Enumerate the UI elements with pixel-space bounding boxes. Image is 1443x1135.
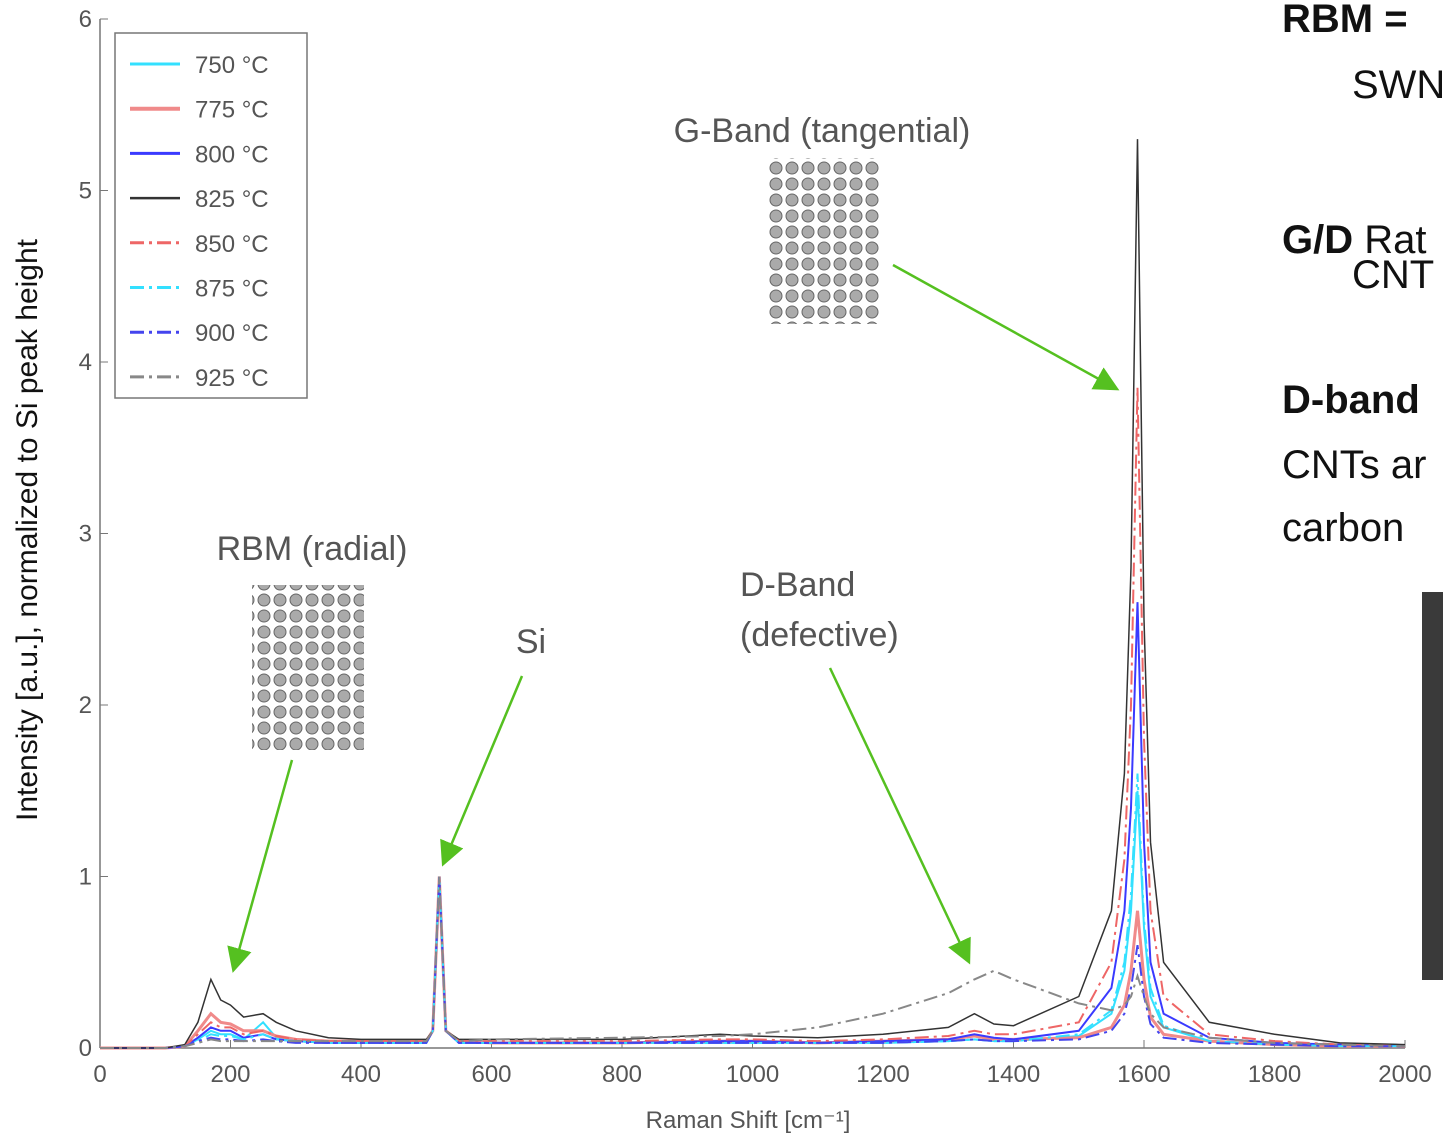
legend-label: 875 °C — [195, 276, 269, 303]
legend-label: 925 °C — [195, 365, 269, 392]
molecule-rbm — [252, 585, 364, 750]
x-tick-label: 1000 — [726, 1061, 779, 1088]
x-tick-label: 800 — [602, 1061, 642, 1088]
side-text-part: Rat — [1364, 218, 1426, 262]
arrow — [828, 667, 971, 965]
side-text: SWN — [1352, 63, 1443, 107]
y-tick-label: 2 — [79, 692, 92, 719]
side-bold: D-band — [1282, 378, 1420, 422]
legend-label: 900 °C — [195, 320, 269, 347]
y-tick-label: 0 — [79, 1035, 92, 1062]
side-text: RBM = — [1282, 0, 1408, 41]
legend-label: 850 °C — [195, 231, 269, 258]
side-bold: G/D — [1282, 218, 1353, 262]
annotation: D-Band — [740, 566, 855, 604]
x-tick-label: 0 — [93, 1061, 106, 1088]
side-text: CNT — [1352, 253, 1434, 297]
y-axis-label: Intensity [a.u.], normalized to Si peak … — [11, 238, 44, 821]
side-text: G/D Rat — [1282, 218, 1427, 262]
arrows — [227, 263, 1120, 973]
series-line — [100, 773, 1405, 1049]
side-text: carbon — [1282, 506, 1404, 550]
legend-label: 800 °C — [195, 141, 269, 168]
x-tick-label: 600 — [471, 1061, 511, 1088]
series-line — [100, 876, 1406, 1049]
arrow — [892, 263, 1120, 391]
x-axis-label: Raman Shift [cm⁻¹] — [646, 1107, 851, 1134]
annotation: RBM (radial) — [217, 530, 408, 568]
y-tick-label: 3 — [79, 521, 92, 548]
x-tick-label: 200 — [210, 1061, 250, 1088]
legend-label: 825 °C — [195, 186, 269, 213]
x-tick-label: 1200 — [856, 1061, 909, 1088]
y-tick-label: 1 — [79, 864, 92, 891]
annotation: Si — [516, 623, 546, 661]
arrow — [227, 759, 294, 973]
x-tick-label: 400 — [341, 1061, 381, 1088]
y-tick-label: 5 — [79, 178, 92, 205]
legend-label: 750 °C — [195, 52, 269, 79]
series-line — [100, 387, 1406, 1049]
photo — [1422, 592, 1443, 980]
arrow — [440, 675, 524, 867]
x-tick-label: 1800 — [1248, 1061, 1301, 1088]
x-tick-label: 1400 — [987, 1061, 1040, 1088]
legend-label: 775 °C — [195, 97, 269, 124]
y-tick-label: 6 — [79, 6, 92, 33]
annotation: G-Band (tangential) — [674, 112, 971, 150]
series-line — [100, 790, 1405, 1049]
x-tick-label: 1600 — [1117, 1061, 1170, 1088]
molecule-g — [768, 158, 880, 324]
y-tick-label: 4 — [79, 349, 92, 376]
x-tick-label: 2000 — [1378, 1061, 1431, 1088]
side-text: D-band — [1282, 378, 1420, 422]
legend-box — [114, 32, 308, 399]
side-text: CNTs ar — [1282, 443, 1426, 487]
side-bold: RBM = — [1282, 0, 1408, 41]
annotation: (defective) — [740, 616, 899, 654]
